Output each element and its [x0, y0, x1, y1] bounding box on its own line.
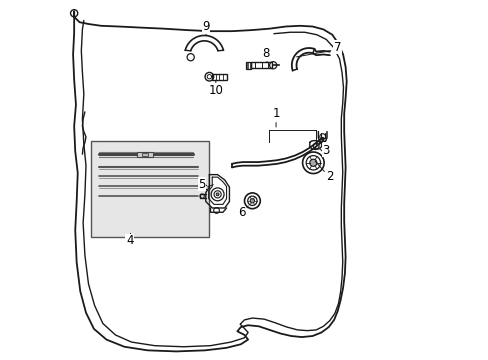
- Text: 5: 5: [198, 178, 205, 191]
- Text: 9: 9: [202, 20, 209, 33]
- Bar: [250, 62, 272, 68]
- Text: 7: 7: [333, 41, 341, 54]
- Text: 8: 8: [262, 47, 269, 60]
- Bar: [142, 153, 148, 156]
- Bar: [91, 140, 209, 237]
- Bar: [137, 152, 153, 157]
- Text: 10: 10: [208, 84, 223, 97]
- Text: 6: 6: [237, 207, 245, 220]
- Circle shape: [250, 199, 254, 203]
- Text: 1: 1: [272, 107, 279, 120]
- Text: 4: 4: [126, 234, 133, 247]
- Bar: [245, 62, 251, 69]
- Circle shape: [309, 159, 316, 166]
- Text: 2: 2: [325, 170, 333, 183]
- Circle shape: [216, 193, 219, 196]
- Bar: [212, 74, 226, 80]
- Text: 3: 3: [322, 144, 329, 157]
